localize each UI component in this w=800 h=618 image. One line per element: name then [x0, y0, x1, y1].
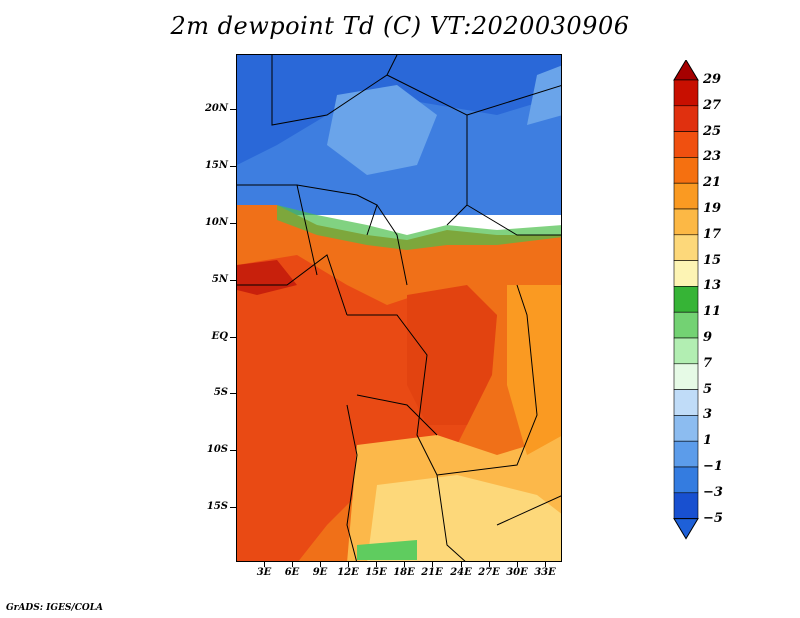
colorbar-segment	[673, 337, 699, 365]
colorbar-segment	[673, 157, 699, 184]
colorbar-segment	[673, 79, 699, 107]
colorbar-segment	[673, 234, 699, 261]
longitude-tick	[404, 562, 405, 567]
colorbar-label: 15	[703, 252, 722, 268]
longitude-label: 3E	[256, 567, 272, 578]
colorbar-label: 7	[703, 355, 713, 371]
dry-patch	[527, 65, 561, 125]
south-green	[357, 540, 417, 560]
colorbar-label: 3	[703, 407, 713, 423]
longitude-label: 24E	[450, 567, 472, 578]
longitude-tick	[348, 562, 349, 567]
latitude-label: 5N	[211, 274, 228, 285]
colorbar-label: −1	[703, 459, 723, 474]
colorbar	[673, 60, 699, 540]
colorbar-label: −5	[703, 510, 723, 526]
longitude-tick	[292, 562, 293, 567]
latitude-label: 15S	[206, 501, 228, 512]
longitude-tick	[489, 562, 490, 567]
longitude-label: 33E	[534, 567, 556, 578]
latitude-tick	[230, 223, 236, 224]
colorbar-label: 23	[703, 149, 722, 165]
transition-band	[277, 205, 561, 250]
longitude-tick	[545, 562, 546, 567]
humid-core	[407, 285, 497, 425]
map-title: 2m dewpoint Td (C) VT:2020030906	[170, 12, 630, 40]
colorbar-label: 29	[703, 72, 722, 87]
colorbar-segment	[673, 260, 699, 287]
latitude-label: 10N	[204, 217, 228, 228]
colorbar-segment	[673, 363, 699, 390]
longitude-label: 9E	[312, 567, 328, 578]
latitude-tick	[230, 109, 236, 110]
longitude-label: 15E	[365, 567, 387, 578]
colorbar-label: 21	[703, 175, 722, 191]
east-highlands	[507, 285, 561, 455]
longitude-tick	[432, 562, 433, 567]
footer-credit: GrADS: IGES/COLA	[6, 603, 104, 613]
latitude-tick	[230, 337, 236, 338]
longitude-tick	[461, 562, 462, 567]
longitude-tick	[264, 562, 265, 567]
longitude-label: 27E	[478, 567, 500, 578]
colorbar-label: 19	[703, 201, 722, 216]
colorbar-label: 9	[703, 330, 713, 345]
colorbar-segment	[673, 105, 699, 132]
colorbar-segment	[673, 182, 699, 210]
dewpoint-map	[236, 54, 562, 562]
colorbar-max-arrow	[673, 60, 699, 81]
longitude-tick	[320, 562, 321, 567]
colorbar-label: 1	[703, 433, 713, 449]
colorbar-segment	[673, 492, 699, 519]
dry-core	[237, 55, 561, 165]
colorbar-segment	[673, 286, 699, 313]
latitude-label: 10S	[206, 444, 228, 455]
colorbar-min-arrow	[673, 518, 699, 540]
colorbar-label: 17	[703, 226, 722, 242]
country-borders	[237, 55, 561, 561]
colorbar-segment	[673, 389, 699, 416]
colorbar-segment	[673, 311, 699, 339]
longitude-label: 18E	[393, 567, 415, 578]
longitude-tick	[517, 562, 518, 567]
longitude-tick	[376, 562, 377, 567]
latitude-label: 20N	[204, 103, 228, 114]
colorbar-label: 11	[703, 304, 722, 320]
latitude-label: 15N	[204, 160, 228, 171]
colorbar-label: −3	[703, 484, 723, 500]
longitude-label: 12E	[337, 567, 359, 578]
latitude-tick	[230, 280, 236, 281]
latitude-label: EQ	[211, 331, 228, 342]
humid-max	[237, 260, 297, 295]
longitude-label: 30E	[506, 567, 528, 578]
colorbar-label: 13	[703, 278, 722, 294]
dry-patch	[327, 85, 437, 175]
longitude-label: 6E	[284, 567, 300, 578]
colorbar-label: 5	[703, 381, 713, 397]
south-dry	[367, 475, 561, 561]
colorbar-segment	[673, 208, 699, 236]
colorbar-segment	[673, 440, 699, 468]
colorbar-label: 27	[703, 97, 722, 113]
latitude-tick	[230, 507, 236, 508]
colorbar-segment	[673, 131, 699, 158]
colorbar-segment	[673, 415, 699, 442]
dewpoint-field	[237, 55, 561, 561]
longitude-label: 21E	[421, 567, 443, 578]
latitude-label: 5S	[213, 387, 228, 398]
latitude-tick	[230, 166, 236, 167]
latitude-tick	[230, 393, 236, 394]
latitude-tick	[230, 450, 236, 451]
colorbar-segment	[673, 466, 699, 494]
colorbar-label: 25	[703, 123, 722, 139]
